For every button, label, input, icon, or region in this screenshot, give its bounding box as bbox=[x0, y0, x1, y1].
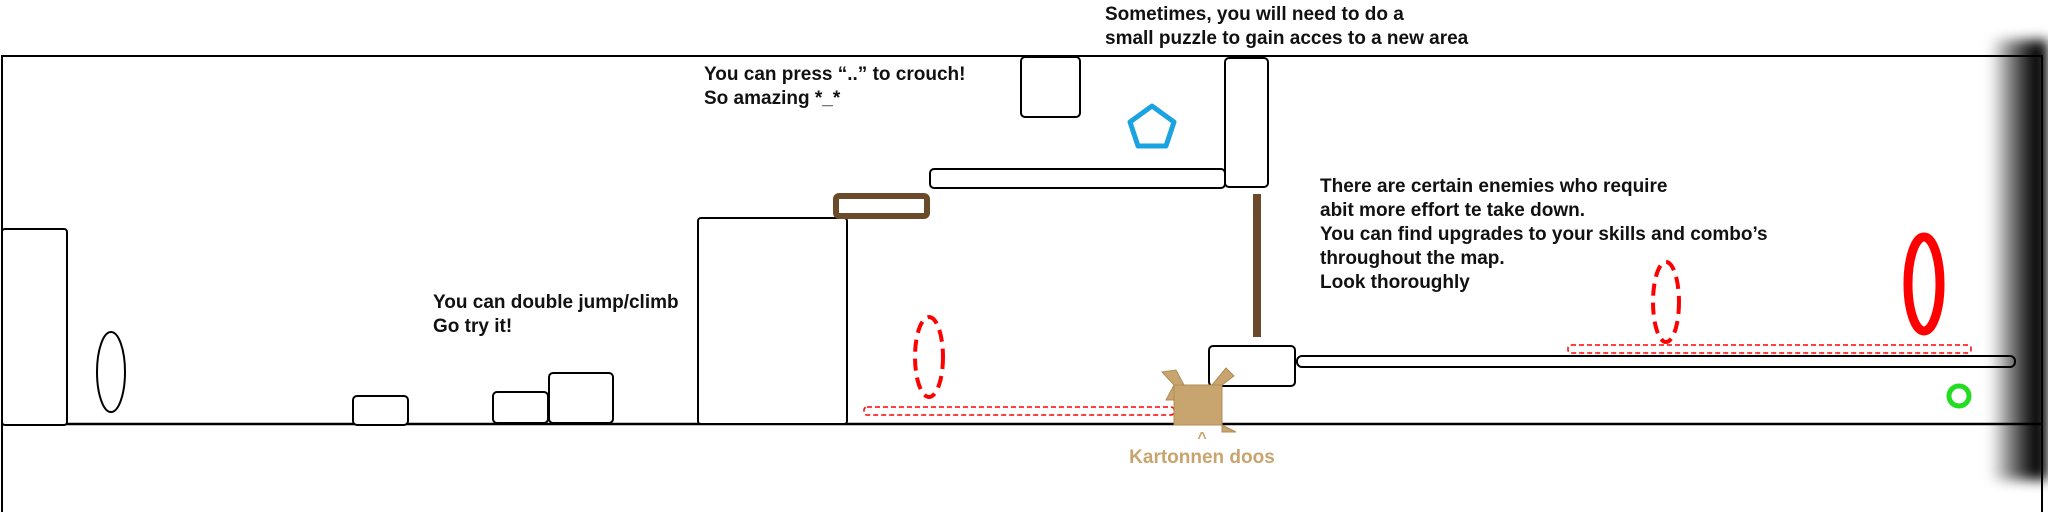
tip-enemies: There are certain enemies who require ab… bbox=[1320, 175, 1768, 295]
long-platform bbox=[1296, 355, 2016, 368]
tip-enemies-line3: You can find upgrades to your skills and… bbox=[1320, 224, 1768, 245]
spawn-portal-icon bbox=[96, 331, 126, 413]
tip-crouch-line2: So amazing *_* bbox=[704, 88, 841, 109]
tip-puzzle-line1: Sometimes, you will need to do a bbox=[1105, 4, 1404, 25]
tip-enemies-line5: Look thoroughly bbox=[1320, 272, 1470, 293]
start-pillar bbox=[1, 228, 68, 426]
enemy-patrol-zone-2 bbox=[1567, 344, 1972, 354]
green-ring-icon bbox=[1946, 383, 1972, 409]
tip-puzzle: Sometimes, you will need to do a small p… bbox=[1105, 3, 1468, 51]
strong-enemy-icon bbox=[1903, 232, 1945, 336]
tip-double-jump-line2: Go try it! bbox=[433, 316, 513, 337]
box-caption-text: Kartonnen doos bbox=[1129, 447, 1275, 468]
tip-puzzle-line2: small puzzle to gain acces to a new area bbox=[1105, 28, 1469, 49]
upper-platform bbox=[929, 168, 1226, 189]
cardboard-box-icon bbox=[1160, 367, 1237, 433]
pentagon-collectible-icon bbox=[1127, 103, 1177, 149]
step-block-1 bbox=[352, 395, 409, 426]
step-block-2 bbox=[492, 391, 549, 424]
tip-enemies-line2: abit more effort te take down. bbox=[1320, 200, 1585, 221]
tip-crouch-line1: You can press “..” to crouch! bbox=[704, 64, 966, 85]
tip-double-jump-line1: You can double jump/climb bbox=[433, 292, 679, 313]
tip-crouch: You can press “..” to crouch! So amazing… bbox=[704, 63, 965, 111]
puzzle-wall bbox=[1224, 57, 1269, 188]
box-caption: ^ Kartonnen doos bbox=[1120, 430, 1284, 470]
wooden-pole bbox=[1253, 194, 1261, 337]
enemy-marker-2-icon bbox=[1651, 260, 1681, 344]
edge-shadow bbox=[1990, 40, 2048, 480]
tip-enemies-line1: There are certain enemies who require bbox=[1320, 176, 1668, 197]
wooden-platform bbox=[833, 193, 930, 219]
enemy-marker-1-icon bbox=[913, 315, 945, 399]
step-block-3 bbox=[548, 372, 614, 424]
tip-enemies-line4: throughout the map. bbox=[1320, 248, 1505, 269]
tip-double-jump: You can double jump/climb Go try it! bbox=[433, 291, 679, 339]
enemy-patrol-zone-1 bbox=[863, 406, 1175, 416]
floating-block bbox=[1020, 56, 1081, 118]
box-caption-arrow: ^ bbox=[1197, 430, 1207, 447]
tall-block bbox=[697, 217, 848, 425]
